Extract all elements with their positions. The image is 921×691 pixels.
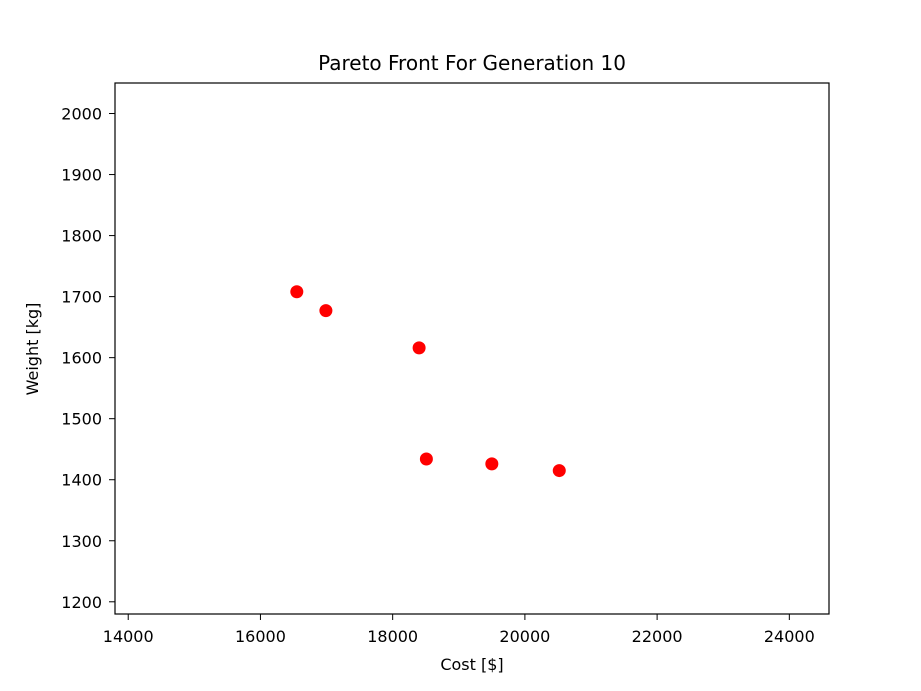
scatter-points: [290, 285, 566, 478]
y-tick-label: 1900: [61, 166, 102, 185]
y-axis-ticks: 1200 1300 1400 1500 1600 1700 1800 1900 2000: [61, 105, 115, 612]
x-tick-label: 16000: [235, 627, 286, 646]
data-point: [412, 341, 426, 355]
y-axis-label: Weight [kg]: [23, 303, 42, 396]
data-point: [552, 464, 566, 478]
x-tick-label: 14000: [103, 627, 154, 646]
plot-area-frame: [114, 82, 830, 615]
data-point: [319, 304, 333, 318]
y-tick-label: 1300: [61, 532, 102, 551]
chart-title: Pareto Front For Generation 10: [318, 51, 626, 75]
x-tick-label: 18000: [367, 627, 418, 646]
y-tick-label: 1600: [61, 349, 102, 368]
y-tick-label: 1700: [61, 288, 102, 307]
y-tick-label: 1200: [61, 593, 102, 612]
y-tick-label: 1800: [61, 227, 102, 246]
data-point: [419, 452, 433, 466]
x-tick-label: 24000: [764, 627, 815, 646]
y-tick-label: 1400: [61, 471, 102, 490]
x-tick-label: 20000: [499, 627, 550, 646]
x-tick-label: 22000: [632, 627, 683, 646]
y-tick-label: 2000: [61, 105, 102, 124]
y-tick-label: 1500: [61, 410, 102, 429]
data-point: [485, 457, 499, 471]
data-point: [290, 285, 304, 299]
x-axis-ticks: 14000 16000 18000 20000 22000 24000: [103, 614, 815, 646]
x-axis-label: Cost [$]: [440, 655, 503, 674]
